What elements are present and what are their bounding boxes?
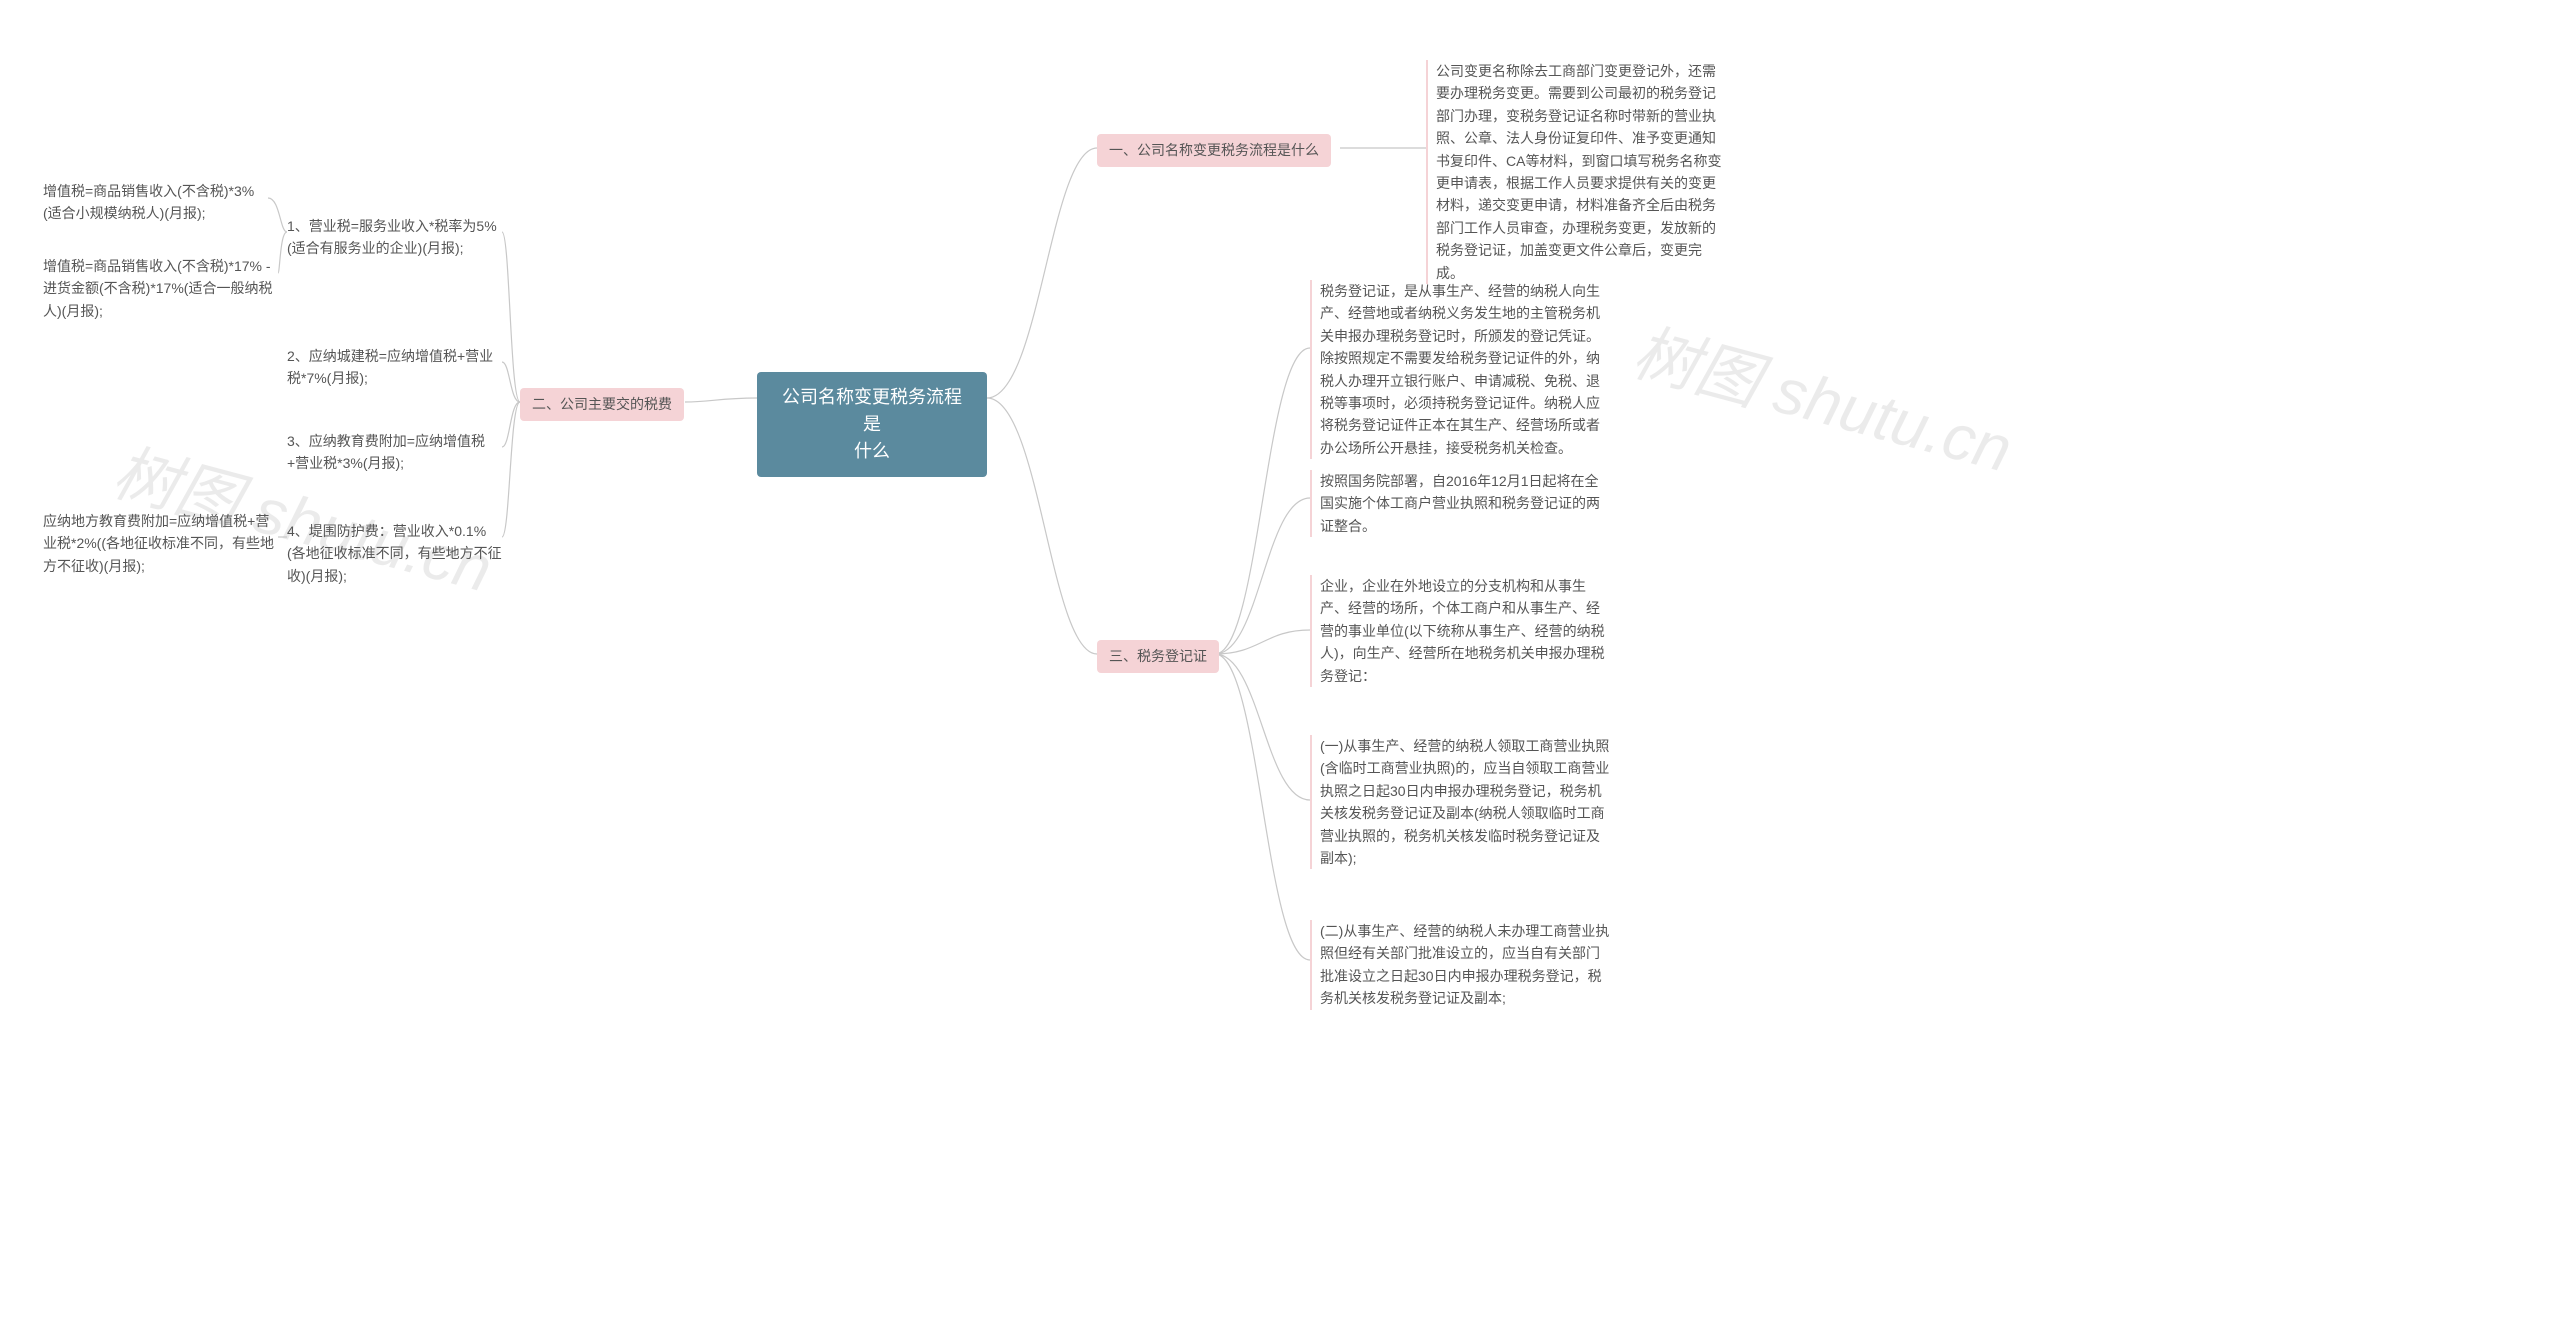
mindmap-canvas: 树图 shutu.cn 树图 shutu.cn [0, 0, 2560, 1335]
leaf-node: (二)从事生产、经营的纳税人未办理工商营业执照但经有关部门批准设立的，应当自有关… [1310, 920, 1610, 1010]
root-title-line1: 公司名称变更税务流程是 [777, 384, 967, 438]
connector-layer [0, 0, 2560, 1335]
leaf-node: 企业，企业在外地设立的分支机构和从事生产、经营的场所，个体工商户和从事生产、经营… [1310, 575, 1610, 687]
watermark: 树图 shutu.cn [1625, 301, 2023, 490]
root-title-line2: 什么 [777, 438, 967, 465]
leaf-node: (一)从事生产、经营的纳税人领取工商营业执照(含临时工商营业执照)的，应当自领取… [1310, 735, 1610, 869]
leaf-node: 增值税=商品销售收入(不含税)*3%(适合小规模纳税人)(月报); [43, 180, 268, 225]
leaf-node: 增值税=商品销售收入(不含税)*17% - 进货金额(不含税)*17%(适合一般… [43, 255, 278, 322]
sublevel-node: 4、堤围防护费：营业收入*0.1%(各地征收标准不同，有些地方不征收)(月报); [287, 520, 502, 587]
sublevel-node: 2、应纳城建税=应纳增值税+营业税*7%(月报); [287, 345, 502, 390]
section-node-3: 三、税务登记证 [1097, 640, 1219, 673]
root-node: 公司名称变更税务流程是 什么 [757, 372, 987, 477]
sublevel-node: 1、营业税=服务业收入*税率为5%(适合有服务业的企业)(月报); [287, 215, 502, 260]
section-node-1: 一、公司名称变更税务流程是什么 [1097, 134, 1331, 167]
leaf-node: 税务登记证，是从事生产、经营的纳税人向生产、经营地或者纳税义务发生地的主管税务机… [1310, 280, 1610, 459]
leaf-node: 应纳地方教育费附加=应纳增值税+营业税*2%((各地征收标准不同，有些地方不征收… [43, 510, 278, 577]
leaf-node: 按照国务院部署，自2016年12月1日起将在全国实施个体工商户营业执照和税务登记… [1310, 470, 1610, 537]
sublevel-node: 3、应纳教育费附加=应纳增值税+营业税*3%(月报); [287, 430, 502, 475]
leaf-node: 公司变更名称除去工商部门变更登记外，还需要办理税务变更。需要到公司最初的税务登记… [1426, 60, 1726, 284]
section-node-2: 二、公司主要交的税费 [520, 388, 684, 421]
